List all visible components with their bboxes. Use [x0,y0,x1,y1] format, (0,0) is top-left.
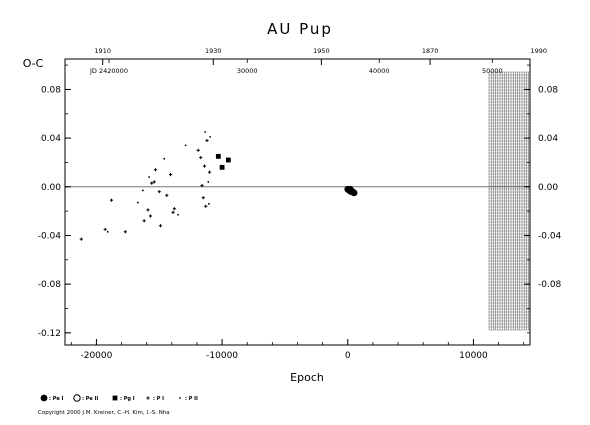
point-p-i [157,190,161,194]
point-p-i [158,224,163,228]
point-p-i [165,193,169,197]
y-tick-label: 0.08 [41,85,61,95]
point-p-i [146,208,150,212]
y-right-tick-label: 0.08 [538,85,558,95]
legend-marker-plus [146,396,150,400]
point-p-ii [106,230,109,233]
copyright-text: Copyright 2000 J.M. Kreiner, C.-H. Kim, … [38,410,170,416]
point-p-i [200,183,204,188]
point-p-i [172,207,176,211]
jd-label: 40000 [369,67,390,75]
point-p-i [152,180,156,184]
x-tick-label: 0 [345,351,351,361]
y-axis-label: O-C [23,57,44,70]
point-p-ii [207,202,210,205]
top-year-label: 1930 [205,47,222,55]
point-p-i [199,155,203,160]
top-year-label: 1950 [313,47,330,55]
legend-marker-circle-open [73,394,81,402]
point-pg-i [225,157,231,163]
legend-label: : P II [185,396,198,402]
jd-label: 30000 [237,67,258,75]
point-p-i [207,170,212,174]
point-p-i [123,230,127,234]
point-p-ii [207,181,210,183]
point-p-i [103,227,107,231]
point-p-i [205,138,209,143]
point-p-ii [163,157,166,160]
y-tick-label: 0.04 [41,134,61,144]
y-right-tick-label: 0.04 [538,134,558,144]
point-p-i [150,181,154,185]
point-p-i [171,210,175,214]
point-p-i [142,219,146,223]
chart-title: AU Pup [267,20,333,38]
legend-label: : Pg I [120,396,135,402]
point-p-i [79,237,83,241]
legend-marker-circle-filled [40,394,48,402]
point-pg-i [219,164,225,170]
x-tick-label: -20000 [80,351,112,361]
point-p-i [202,164,207,168]
x-axis-label: Epoch [290,371,324,384]
y-right-tick-label: -0.04 [538,231,562,241]
legend-label: : P I [153,396,164,402]
legend-marker-square-filled [112,395,118,401]
point-p-ii [204,131,207,133]
point-p-i [196,148,200,152]
jd-label: 50000 [482,67,503,75]
y-tick-label: -0.04 [38,231,62,241]
point-p-ii [142,189,144,192]
legend-label: : Pe I [49,396,64,402]
y-tick-label: -0.08 [38,280,62,290]
top-year-label: 1910 [94,47,111,55]
point-p-i [148,214,153,218]
legend: : Pe I : Pe II : Pg I : P I : P II [40,394,198,402]
y-right-tick-label: -0.08 [538,280,562,290]
point-p-ii [177,213,180,216]
axis-ticks: -20000 -10000 0 10000 0.08 0.04 0.00 -0.04 -0.08… [38,47,562,361]
point-p-ii [136,201,139,204]
point-p-i [153,168,158,172]
point-p-ii [148,176,151,178]
legend-label: : Pe II [82,396,98,402]
top-year-label: 1870 [422,47,439,55]
legend-marker-dot [179,397,181,399]
data-points [79,131,358,241]
x-tick-label: -10000 [206,351,238,361]
point-p-i [168,173,173,177]
point-p-i [109,198,114,202]
y-tick-label: 0.00 [41,183,61,193]
point-pg-i [215,153,221,159]
y-tick-label: -0.12 [38,329,61,339]
point-p-i [201,196,205,200]
point-p-i [204,204,208,208]
x-tick-label: 10000 [459,351,488,361]
point-p-ii [184,144,187,147]
point-pe-i [346,185,354,193]
jd-label: JD 2420000 [89,67,128,75]
y-right-tick-label: 0.00 [538,183,558,193]
top-year-label: 1990 [531,47,548,55]
future-hatch-region [488,71,530,331]
point-p-ii [209,135,212,138]
plot-frame [64,58,531,346]
